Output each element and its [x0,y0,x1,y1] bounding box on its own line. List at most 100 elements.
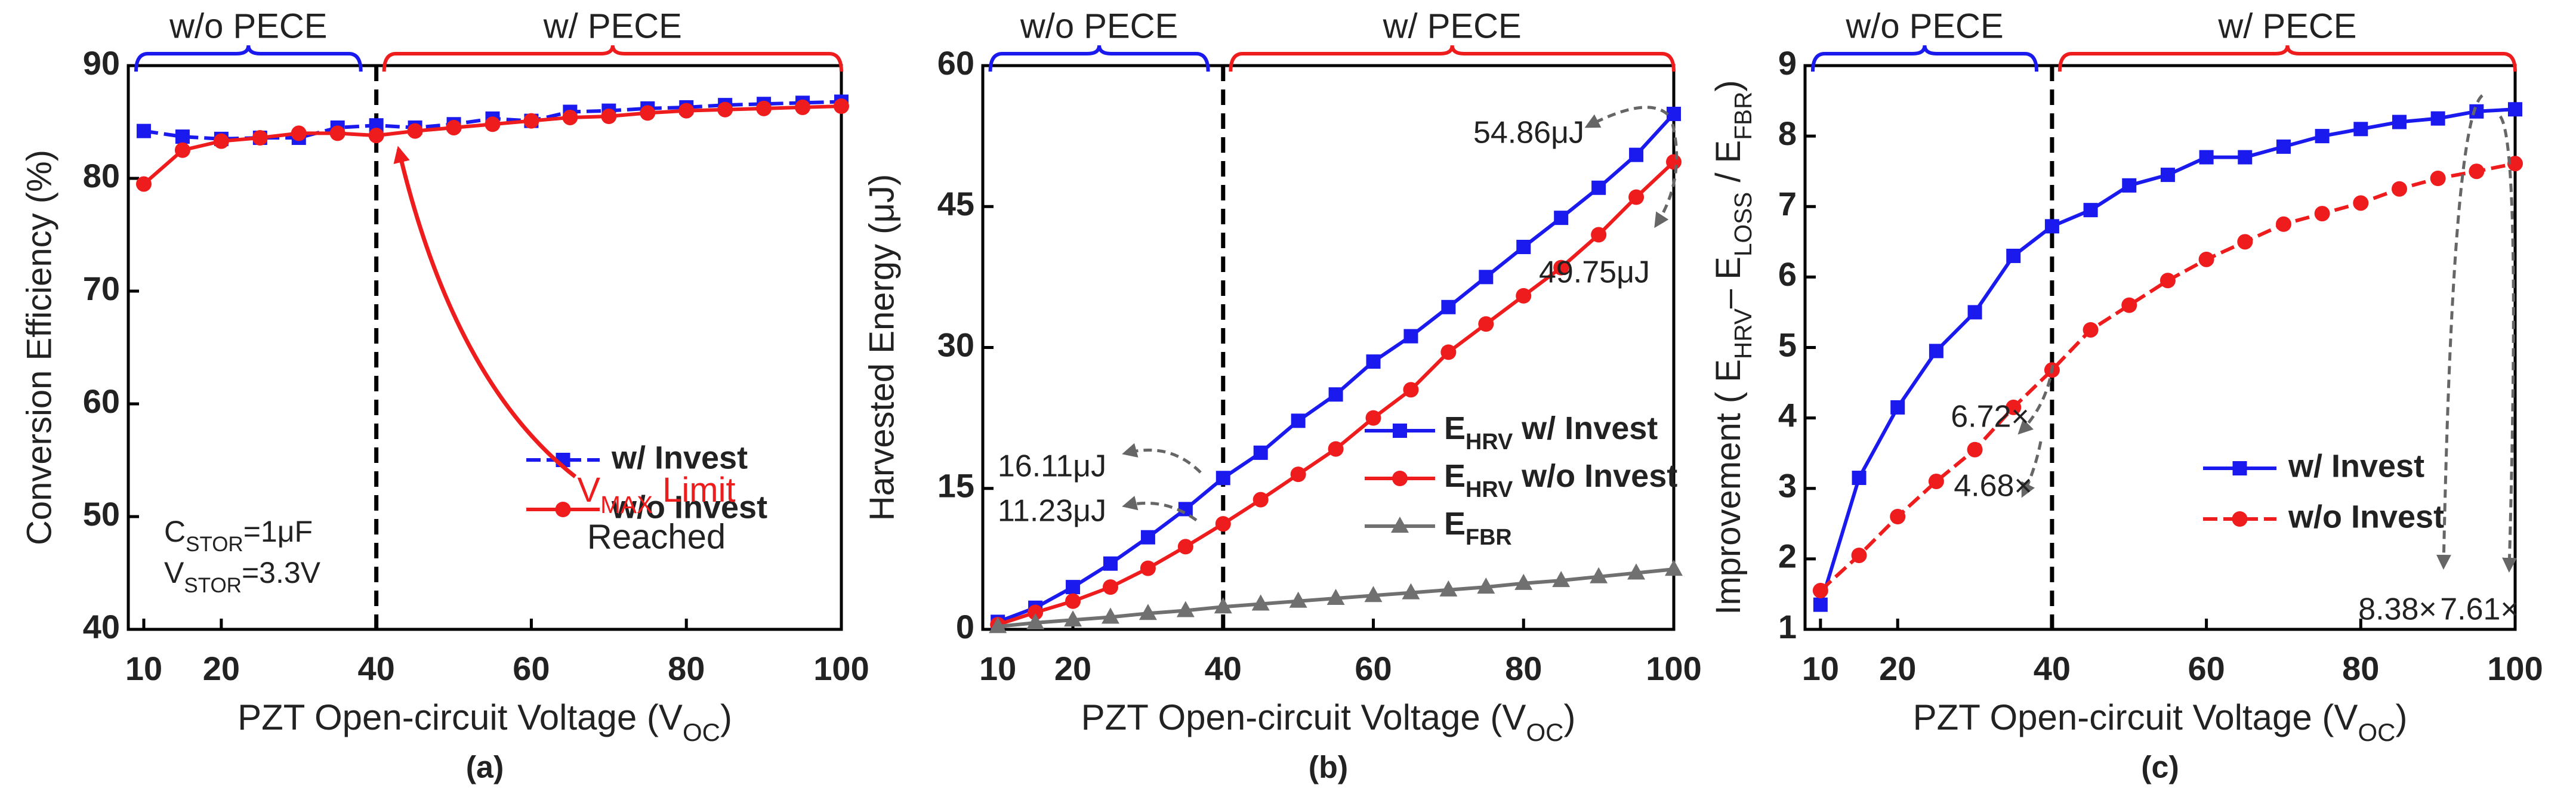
marker [2276,139,2291,154]
subscript: FBR [1729,92,1757,140]
marker [1477,577,1495,594]
x-tick-label: 100 [2487,650,2543,687]
marker [2160,168,2175,183]
region-label: w/ PECE [543,7,682,45]
text-part: / E [1709,140,1748,192]
marker [1591,180,1606,195]
marker [1812,583,1828,599]
x-tick-label: 100 [1646,650,1701,687]
y-tick-label: 30 [937,326,974,363]
marker [485,116,501,132]
plot-frame [127,64,843,631]
marker [1177,539,1193,555]
y-tick-label: 60 [937,44,974,82]
annotation: VMAX Limit [577,471,735,518]
marker [1402,583,1420,600]
marker [1439,580,1458,597]
marker [1813,597,1828,612]
marker [1290,466,1306,483]
marker [2353,122,2368,137]
subscript: OC [683,718,720,746]
marker [174,142,190,158]
marker [1214,597,1232,614]
annotation: 8.38× [2358,592,2437,627]
marker [2006,248,2021,263]
x-tick-label: 100 [813,650,869,687]
panel-label: (b) [1309,750,1348,785]
marker [1403,329,1418,344]
subscript: OC [1526,718,1563,746]
marker [2353,195,2369,211]
x-tick-label: 40 [1205,650,1242,687]
marker [1364,586,1383,603]
marker [756,100,772,116]
y-axis-label: Improvement ( EHRV– ELOSS / EFBR) [1709,80,1756,615]
marker [1291,413,1306,428]
region-label: w/ PECE [2217,7,2356,45]
x-tick-label: 40 [2034,650,2071,687]
marker [1665,560,1683,576]
marker [2275,216,2291,232]
marker [1252,492,1269,508]
marker [1253,445,1268,460]
marker [1140,530,1155,545]
subscript: HRV [1729,308,1757,359]
marker [1479,270,1494,285]
text-part: =1μF [243,515,313,548]
marker [1328,387,1343,402]
x-tick-label: 60 [1355,650,1392,687]
y-tick-label: 5 [1778,326,1797,363]
legend-label: EHRV w/o Invest [1444,458,1677,502]
legend-label: w/ Invest [2288,448,2424,484]
marker [1365,410,1381,426]
marker [1140,560,1156,576]
marker [2392,115,2407,129]
y-tick-label: 6 [1778,255,1797,293]
marker [1851,547,1867,563]
marker [135,176,152,192]
x-tick-label: 40 [358,650,395,687]
marker [329,125,345,141]
marker [1890,400,1905,415]
marker [2083,322,2099,338]
marker [2083,203,2098,218]
marker [523,113,539,129]
text-part: PZT Open-circuit Voltage (V [1913,697,2358,737]
subscript: HRV [1466,477,1513,502]
region-brace [988,45,1210,72]
marker [1066,580,1081,595]
text-part: w/ Invest [1513,410,1658,446]
marker [291,125,307,141]
marker [2199,150,2214,165]
y-tick-label: 4 [1778,396,1797,434]
marker [1629,147,1644,162]
marker [1065,593,1081,609]
annotation: 6.72× [1951,400,2029,434]
annotation: 11.23μJ [998,494,1106,529]
legend-marker [2232,461,2247,475]
text-part: PZT Open-circuit Voltage (V [237,697,683,737]
text-part: V [164,556,184,589]
x-axis-label: PZT Open-circuit Voltage (VOC) [237,697,732,746]
annotation: Reached [587,517,726,556]
annotation: 7.61× [2440,592,2519,627]
y-tick-label: 9 [1778,44,1797,82]
y-tick-label: 15 [937,467,974,505]
legend-marker [1392,471,1408,486]
text-part: C [164,515,186,548]
subscript: STOR [186,533,243,556]
x-tick-label: 80 [668,650,705,687]
marker [1628,189,1645,205]
marker [2159,273,2176,289]
region-brace [1229,45,1676,72]
marker [717,101,733,118]
subscript: LOSS [1729,192,1757,257]
subscript: OC [2358,718,2395,746]
marker [1251,594,1270,611]
marker [252,129,268,146]
text-part: E [1444,458,1466,494]
marker [2508,102,2522,117]
marker [1215,516,1231,532]
marker [1441,299,1456,314]
